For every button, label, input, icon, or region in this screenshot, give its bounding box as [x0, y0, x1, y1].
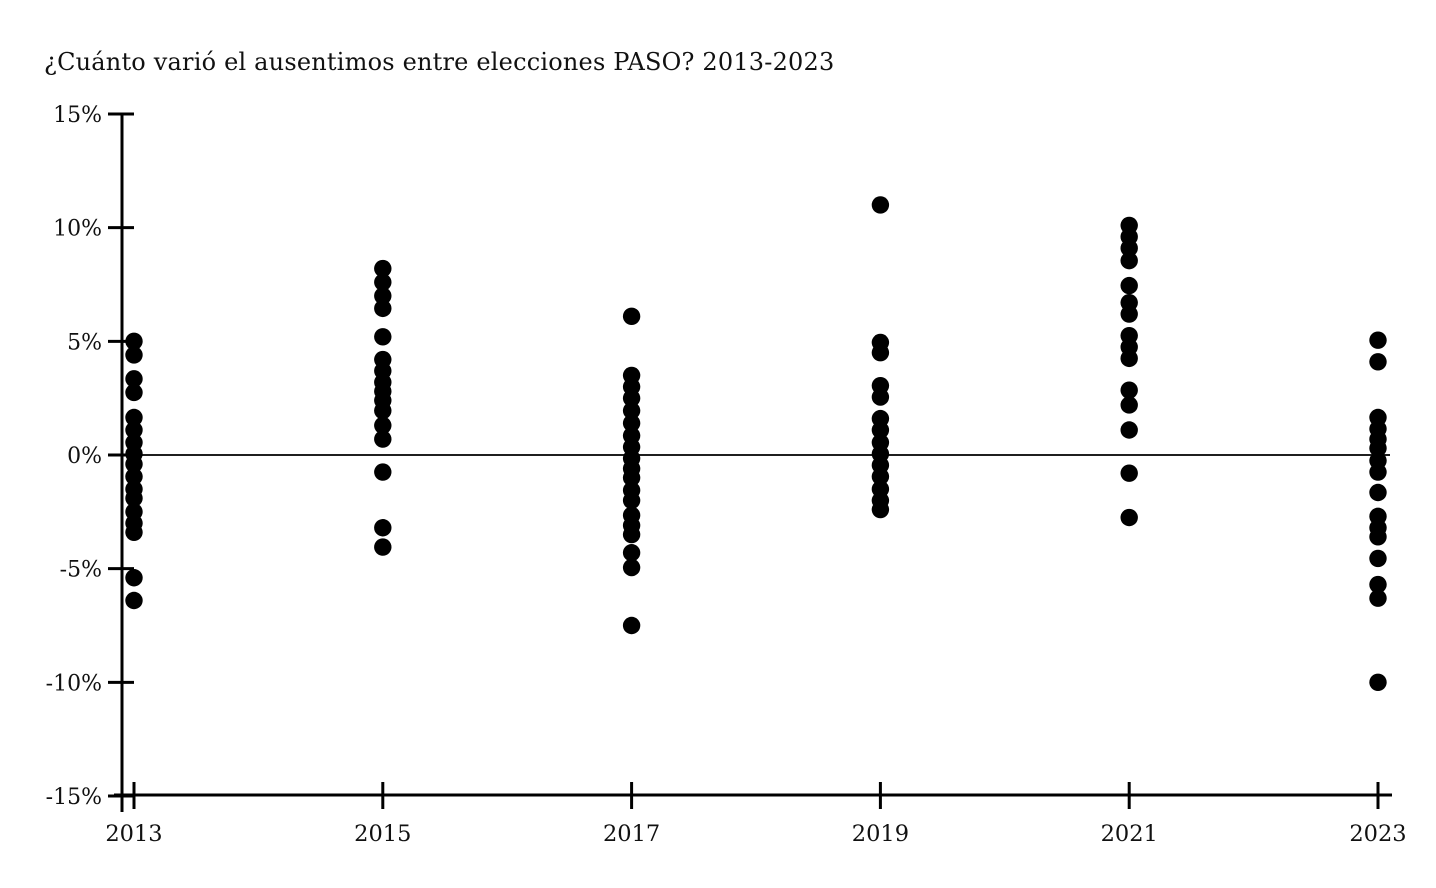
- data-point: [1120, 381, 1138, 399]
- data-point: [1369, 589, 1387, 607]
- data-point: [374, 287, 392, 305]
- data-point: [622, 389, 641, 407]
- data-point: [1120, 396, 1138, 414]
- x-tick-label: 2019: [852, 821, 909, 847]
- data-point: [125, 569, 143, 587]
- data-point: [1120, 239, 1138, 257]
- data-point: [125, 523, 143, 541]
- data-point: [622, 307, 641, 326]
- data-point: [1120, 349, 1138, 368]
- y-tick-label: -5%: [60, 558, 102, 583]
- data-point: [374, 463, 392, 481]
- data-point: [871, 500, 890, 519]
- data-point: [125, 332, 143, 351]
- data-point: [1369, 331, 1387, 349]
- data-point: [125, 455, 143, 473]
- data-point: [622, 544, 641, 562]
- data-point: [125, 591, 143, 610]
- data-point: [374, 401, 392, 420]
- data-point: [374, 299, 392, 318]
- data-point: [374, 259, 392, 278]
- data-point: [374, 328, 392, 346]
- data-point: [374, 416, 392, 435]
- data-point: [622, 469, 641, 487]
- data-point: [1120, 251, 1138, 270]
- data-point: [1120, 508, 1138, 527]
- chart-title: ¿Cuánto varió el ausentimos entre elecci…: [44, 48, 835, 76]
- data-point: [1369, 353, 1387, 371]
- data-point: [1369, 439, 1387, 457]
- data-point: [125, 489, 143, 507]
- data-point: [125, 408, 143, 427]
- data-point: [871, 388, 890, 406]
- data-point: [374, 519, 392, 537]
- y-tick-label: 5%: [67, 330, 102, 355]
- x-tick-label: 2013: [105, 821, 162, 847]
- data-point: [622, 491, 641, 510]
- data-point: [871, 344, 890, 362]
- data-point: [374, 273, 392, 291]
- data-point: [622, 414, 641, 432]
- y-tick-label: -10%: [46, 671, 102, 696]
- data-point: [125, 467, 143, 486]
- data-point: [374, 538, 392, 556]
- data-point: [125, 421, 143, 439]
- data-point: [1369, 463, 1387, 481]
- data-point: [871, 467, 890, 486]
- x-tick-label: 2017: [603, 821, 660, 847]
- data-point: [125, 370, 143, 388]
- data-point: [1369, 673, 1387, 692]
- y-tick-label: 10%: [53, 217, 102, 242]
- x-tick-label: 2015: [354, 821, 411, 847]
- x-tick-label: 2023: [1349, 821, 1406, 847]
- data-point: [1120, 464, 1138, 482]
- data-point: [125, 346, 143, 364]
- data-point: [1369, 483, 1387, 502]
- y-tick-label: 0%: [67, 444, 102, 469]
- data-point: [1369, 528, 1387, 546]
- data-point: [622, 525, 641, 544]
- data-point: [374, 430, 392, 448]
- x-tick-label: 2021: [1101, 821, 1158, 847]
- data-point: [622, 558, 641, 577]
- data-point: [622, 616, 641, 635]
- data-point: [1369, 575, 1387, 594]
- data-point: [1120, 305, 1138, 323]
- data-point: [871, 196, 890, 214]
- data-point: [1120, 276, 1138, 295]
- data-point: [125, 383, 143, 402]
- data-point: [1369, 549, 1387, 568]
- y-tick-label: 15%: [53, 103, 102, 128]
- data-point: [622, 401, 641, 420]
- y-tick-label: -15%: [46, 785, 102, 810]
- data-point: [871, 421, 890, 439]
- data-point: [1120, 421, 1138, 439]
